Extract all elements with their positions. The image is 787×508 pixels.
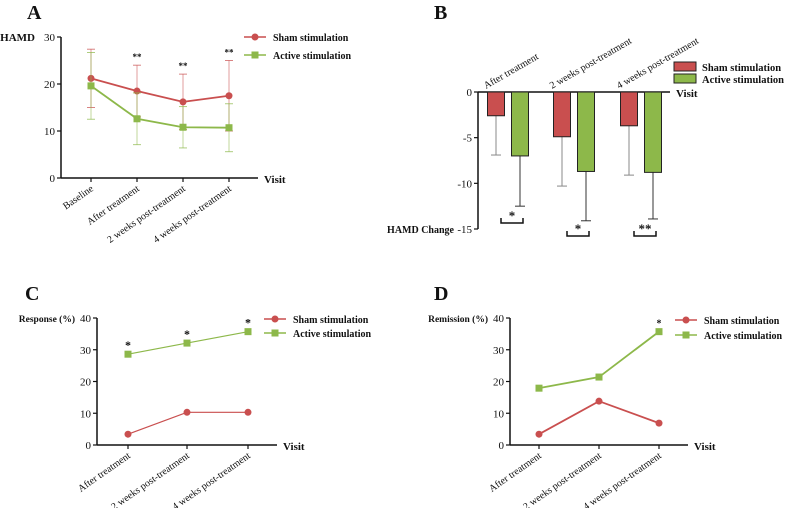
legend-marker-active: [251, 51, 259, 59]
x-axis-title: Visit: [264, 174, 286, 186]
significance-marker: *: [509, 208, 516, 223]
y-tick-label: -15: [457, 224, 472, 236]
data-point-active: [244, 328, 252, 336]
data-point-sham: [179, 98, 187, 106]
data-point-active: [655, 328, 663, 336]
y-tick-label: 30: [80, 345, 92, 357]
data-point-active: [124, 350, 132, 358]
panel-label: B: [434, 2, 447, 24]
legend-label: Active stimulation: [704, 331, 782, 342]
data-point-sham: [244, 408, 252, 416]
y-tick-label: 20: [493, 377, 505, 389]
y-tick-label: 0: [499, 440, 505, 452]
y-axis-title: HAMD Change: [387, 225, 455, 236]
panel-label: A: [27, 2, 42, 24]
significance-marker: *: [125, 338, 131, 352]
significance-marker: *: [657, 319, 662, 330]
x-tick-label: After treatment: [487, 450, 544, 494]
legend-label: Sham stimulation: [704, 316, 780, 327]
panel-c: C Visit 0 10 20 30 40 Response (%) After treatme…: [19, 283, 372, 508]
bar-active: [577, 91, 595, 172]
y-axis-title: Remission (%): [428, 314, 488, 325]
data-point-active: [225, 124, 233, 132]
y-tick-label: 40: [80, 313, 92, 325]
x-tick-label: After treatment: [482, 51, 541, 91]
data-point-active: [595, 373, 603, 381]
y-tick-label: 30: [44, 32, 56, 44]
y-tick-label: -5: [463, 133, 473, 145]
bar-sham: [487, 91, 505, 117]
legend-label: Sham stimulation: [273, 33, 349, 44]
panel-d: D Visit 0 10 20 30 40 Remission (%) After treatm…: [428, 283, 782, 508]
legend-marker-sham: [682, 316, 690, 324]
x-tick-label: 4 weeks post-treatment: [151, 183, 233, 245]
legend-label: Sham stimulation: [293, 315, 369, 326]
legend-swatch-active: [673, 73, 697, 84]
significance-marker: **: [133, 52, 143, 62]
data-point-sham: [535, 430, 543, 438]
legend-marker-active: [271, 329, 279, 337]
y-tick-label: 0: [467, 87, 473, 99]
panel-label: D: [434, 283, 448, 305]
y-tick-label: 10: [44, 126, 56, 138]
data-point-active: [133, 115, 141, 123]
data-point-sham: [183, 408, 191, 416]
y-tick-label: 20: [80, 377, 92, 389]
significance-marker: *: [184, 327, 190, 341]
y-tick-label: 10: [80, 408, 92, 420]
series-line-active: [90, 85, 230, 129]
x-axis-title: Visit: [283, 441, 305, 453]
significance-bracket: [500, 218, 524, 224]
y-tick-label: 20: [44, 79, 56, 91]
legend-swatch-sham: [673, 61, 697, 72]
data-point-active: [535, 384, 543, 392]
y-tick-label: 0: [50, 173, 56, 185]
panel-label: C: [25, 283, 39, 305]
data-point-active: [179, 123, 187, 131]
legend-marker-sham: [251, 33, 259, 41]
series-line-sham: [538, 400, 660, 435]
significance-bracket: [633, 231, 657, 237]
y-axis-title: HAMD: [0, 32, 35, 44]
x-tick-label: Baseline: [61, 183, 96, 212]
data-point-sham: [595, 397, 603, 405]
legend-marker-active: [682, 331, 690, 339]
bar-sham: [620, 91, 638, 127]
series-line-sham: [90, 77, 230, 103]
legend-label: Active stimulation: [273, 51, 351, 62]
y-tick-label: -10: [457, 178, 472, 190]
bar-active: [644, 91, 662, 173]
x-axis-title: Visit: [694, 441, 716, 453]
data-point-sham: [124, 430, 132, 438]
x-axis-title: Visit: [676, 88, 698, 100]
bar-sham: [553, 91, 571, 138]
significance-marker: **: [639, 221, 652, 236]
y-tick-label: 10: [493, 408, 505, 420]
bar-active: [511, 91, 529, 157]
significance-marker: *: [245, 316, 251, 330]
y-tick-label: 30: [493, 345, 505, 357]
legend-label: Active stimulation: [702, 75, 784, 86]
data-point-sham: [225, 92, 233, 100]
data-point-active: [87, 82, 95, 90]
legend-label: Active stimulation: [293, 329, 371, 340]
data-point-sham: [655, 419, 663, 427]
legend-label: Sham stimulation: [702, 63, 781, 74]
y-axis-title: Response (%): [19, 314, 75, 325]
legend-marker-sham: [271, 315, 279, 323]
y-tick-label: 40: [493, 313, 505, 325]
x-tick-label: After treatment: [76, 450, 133, 494]
significance-marker: **: [179, 61, 189, 71]
x-tick-label: 2 weeks post-treatment: [105, 183, 187, 245]
significance-marker: **: [225, 48, 235, 58]
data-point-active: [183, 339, 191, 347]
significance-bracket: [566, 231, 590, 237]
y-tick-label: 0: [86, 440, 92, 452]
significance-marker: *: [575, 221, 582, 236]
